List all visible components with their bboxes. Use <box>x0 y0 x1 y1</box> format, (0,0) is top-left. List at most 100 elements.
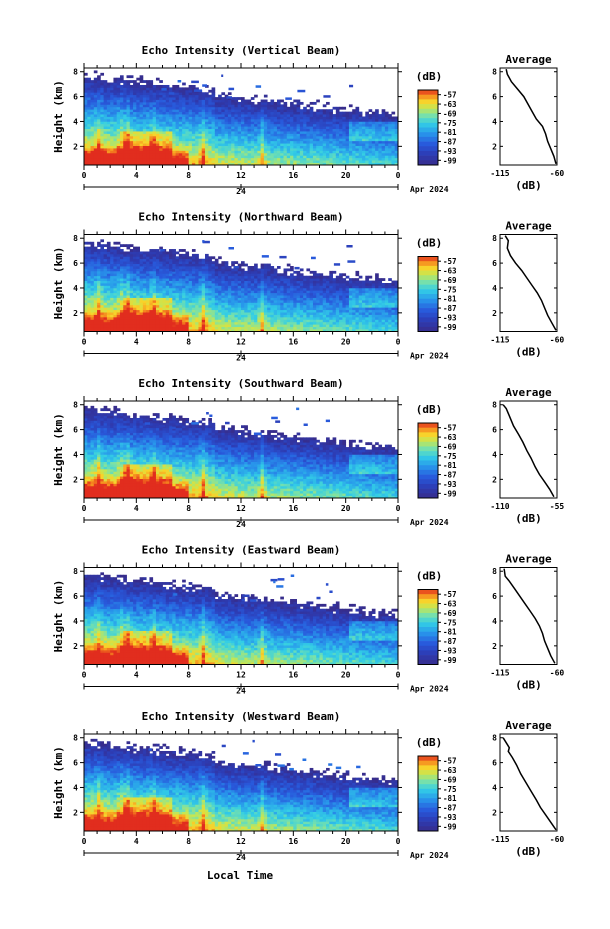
profile-title: Average <box>505 53 552 66</box>
heatmap-cell <box>100 290 105 294</box>
heatmap-cell <box>129 160 134 163</box>
heatmap-cell <box>263 309 268 313</box>
heatmap-cell <box>221 319 226 323</box>
heatmap-cell <box>139 253 144 257</box>
heatmap-cell <box>270 304 275 308</box>
heatmap-cell <box>159 135 163 139</box>
heatmap-cell <box>90 114 95 117</box>
heatmap-cell <box>133 94 137 98</box>
heatmap-cell <box>123 307 127 311</box>
heatmap-cell <box>159 324 163 328</box>
heatmap-cell <box>103 106 108 110</box>
heatmap-cell <box>133 280 137 284</box>
heatmap-cell <box>93 307 98 311</box>
heatmap-cell <box>224 314 229 318</box>
heatmap-cell <box>365 162 369 166</box>
heatmap-cell <box>394 143 399 146</box>
heatmap-cell <box>182 150 186 154</box>
heatmap-cell <box>191 302 196 306</box>
heatmap-cell <box>205 118 209 122</box>
heatmap-cell <box>149 319 154 323</box>
heatmap-cell <box>221 302 226 306</box>
heatmap-cell <box>162 99 167 103</box>
heatmap-cell <box>106 133 111 137</box>
heatmap-cell <box>152 309 157 313</box>
heatmap-cell <box>247 111 252 115</box>
heatmap-cell <box>113 268 118 272</box>
heatmap-cell <box>227 160 232 163</box>
heatmap-cell <box>290 123 294 127</box>
heatmap-cell <box>326 109 330 113</box>
heatmap-cell <box>191 111 196 115</box>
heatmap-cell <box>283 287 288 291</box>
heatmap-cell <box>195 290 199 294</box>
heatmap-cell <box>237 290 242 294</box>
heatmap-cell <box>152 261 157 264</box>
heatmap-cell <box>175 150 180 154</box>
heatmap-cell <box>113 329 118 332</box>
heatmap-cell <box>267 266 271 269</box>
heatmap-cell <box>234 97 239 100</box>
heatmap-cell <box>286 160 291 163</box>
heatmap-cell <box>142 104 147 108</box>
heatmap-cell <box>345 157 350 161</box>
heatmap-cell <box>84 143 88 146</box>
heatmap-cell <box>221 148 226 151</box>
heatmap-cell <box>152 312 157 315</box>
heatmap-cell <box>106 324 111 328</box>
heatmap-cell <box>214 116 219 120</box>
x-tick-label: 0 <box>82 171 87 180</box>
heatmap-cell <box>188 84 193 88</box>
heatmap-cell <box>368 160 373 163</box>
heatmap-cell <box>286 285 291 289</box>
heatmap-cell <box>178 319 183 323</box>
heatmap-cell <box>84 329 88 332</box>
heatmap-cell <box>162 104 167 108</box>
heatmap-cell <box>87 135 91 139</box>
heatmap-cell <box>172 150 176 154</box>
heatmap-cell <box>329 121 333 125</box>
heatmap-cell <box>335 123 340 127</box>
heatmap-cell <box>149 304 154 308</box>
heatmap-cell <box>224 109 229 113</box>
heatmap-cell <box>241 133 245 137</box>
heatmap-cell <box>126 84 131 88</box>
heatmap-cell <box>303 140 307 144</box>
heatmap-cell <box>368 135 373 139</box>
heatmap-cells <box>84 70 399 166</box>
heatmap-cell <box>84 135 88 139</box>
heatmap-cell <box>368 155 373 159</box>
heatmap-cell <box>103 160 108 163</box>
heatmap-cell <box>211 307 216 311</box>
heatmap-cell <box>267 280 271 284</box>
heatmap-cell <box>133 314 137 318</box>
heatmap-cell <box>159 290 163 294</box>
heatmap-cell <box>231 326 235 330</box>
heatmap-cell <box>139 75 144 79</box>
heatmap-cell <box>129 280 134 284</box>
heatmap-cell <box>293 152 297 156</box>
heatmap-cell <box>224 329 229 332</box>
heatmap-cell <box>241 285 245 289</box>
heatmap-cell <box>106 150 111 154</box>
heatmap-cell <box>316 116 320 120</box>
heatmap-cell <box>139 106 144 110</box>
heatmap-cell <box>381 150 386 154</box>
heatmap-cell <box>87 97 91 100</box>
heatmap-cell <box>162 304 167 308</box>
heatmap-cell <box>218 304 222 308</box>
heatmap-cell <box>93 280 98 284</box>
heatmap-cell <box>306 143 311 146</box>
heatmap-cell <box>97 241 101 245</box>
heatmap-cell <box>391 121 396 125</box>
heatmap-cell <box>159 104 163 108</box>
heatmap-cell <box>165 94 170 98</box>
heatmap-cell <box>142 84 147 88</box>
heatmap-cell <box>195 314 199 318</box>
heatmap-cell <box>260 278 265 281</box>
heatmap-cell <box>142 118 147 122</box>
heatmap-cell <box>224 131 229 134</box>
heatmap-cell <box>119 97 124 100</box>
heatmap-cell <box>123 123 127 127</box>
heatmap-cell <box>155 148 160 151</box>
